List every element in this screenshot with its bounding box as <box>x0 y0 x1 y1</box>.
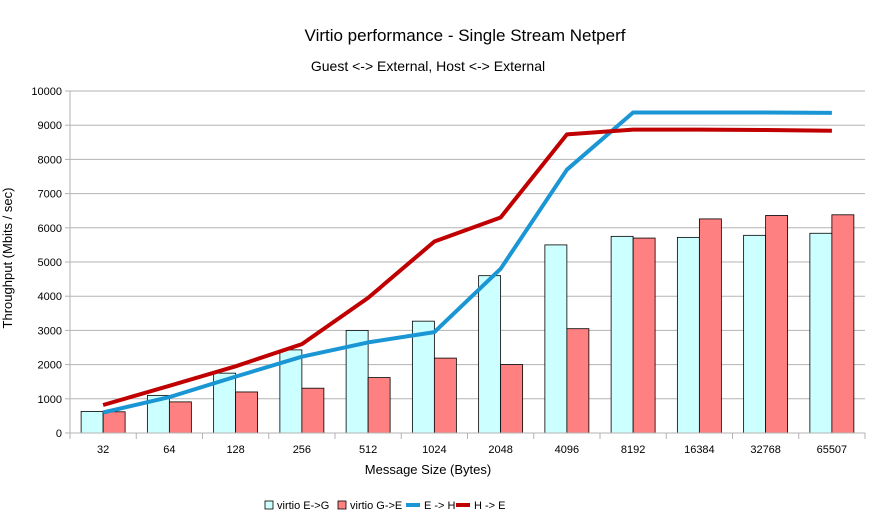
x-axis-label: Message Size (Bytes) <box>365 462 491 477</box>
x-tick-label: 8192 <box>621 444 645 456</box>
bar-g-to-e <box>566 328 590 434</box>
y-tick-label: 10000 <box>31 86 62 98</box>
bar-e-to-g <box>544 244 568 434</box>
x-tick-label: 2048 <box>488 444 512 456</box>
x-tick-label: 512 <box>359 444 377 456</box>
y-tick-label: 4000 <box>38 291 62 303</box>
y-tick-label: 9000 <box>38 120 62 132</box>
legend: virtio E->G virtio G->E E -> H H -> E <box>264 500 505 512</box>
series-line-h-to-e <box>102 127 832 407</box>
bar-e-to-g <box>809 232 833 434</box>
tick-labels: 0 1000 2000 3000 4000 5000 6000 7000 8000 9000 100… <box>31 86 847 456</box>
x-tick-label: 4096 <box>555 444 579 456</box>
bar-e-to-g <box>676 236 700 434</box>
bar-e-to-g <box>610 235 634 434</box>
y-tick-label: 7000 <box>38 189 62 201</box>
y-axis-label: Throughput (Mbits / sec) <box>0 188 15 329</box>
y-tick-label: 0 <box>56 428 62 440</box>
bar-g-to-e <box>102 411 126 434</box>
series-lines <box>102 110 832 415</box>
y-tick-label: 8000 <box>38 154 62 166</box>
bar-e-to-g <box>80 411 104 434</box>
bar-g-to-e <box>301 387 325 434</box>
x-tick-label: 128 <box>226 444 244 456</box>
x-tick-label: 256 <box>293 444 311 456</box>
chart-title: Virtio performance - Single Stream Netpe… <box>305 26 626 45</box>
gridlines <box>70 90 865 434</box>
legend-label: E -> H <box>424 500 456 512</box>
legend-swatch <box>337 500 347 510</box>
bar-g-to-e <box>433 357 457 434</box>
legend-label: virtio G->E <box>350 500 402 512</box>
bar-g-to-e <box>235 391 259 434</box>
bar-g-to-e <box>765 215 789 434</box>
series-line-e-to-h <box>102 110 832 415</box>
x-tick-label: 16384 <box>684 444 715 456</box>
x-tick-label: 64 <box>163 444 175 456</box>
x-tick-label: 1024 <box>422 444 446 456</box>
bar-e-to-g <box>743 234 767 434</box>
axes <box>65 90 866 439</box>
y-tick-label: 3000 <box>38 325 62 337</box>
bar-e-to-g <box>478 275 502 434</box>
y-tick-label: 1000 <box>38 394 62 406</box>
x-tick-label: 65507 <box>817 444 848 456</box>
legend-label: virtio E->G <box>277 500 329 512</box>
bar-g-to-e <box>698 218 722 434</box>
chart-subtitle: Guest <-> External, Host <-> External <box>311 58 545 74</box>
bar-g-to-e <box>831 214 855 434</box>
bar-g-to-e <box>168 401 192 434</box>
legend-swatch <box>264 500 274 510</box>
bar-g-to-e <box>632 237 656 434</box>
legend-label: H -> E <box>474 500 505 512</box>
y-tick-label: 5000 <box>38 257 62 269</box>
bar-g-to-e <box>367 377 391 434</box>
bars <box>80 214 855 434</box>
x-tick-label: 32 <box>97 444 109 456</box>
y-tick-label: 2000 <box>38 360 62 372</box>
bar-g-to-e <box>500 364 524 434</box>
bar-e-to-g <box>411 320 435 434</box>
x-tick-label: 32768 <box>750 444 781 456</box>
y-tick-label: 6000 <box>38 223 62 235</box>
